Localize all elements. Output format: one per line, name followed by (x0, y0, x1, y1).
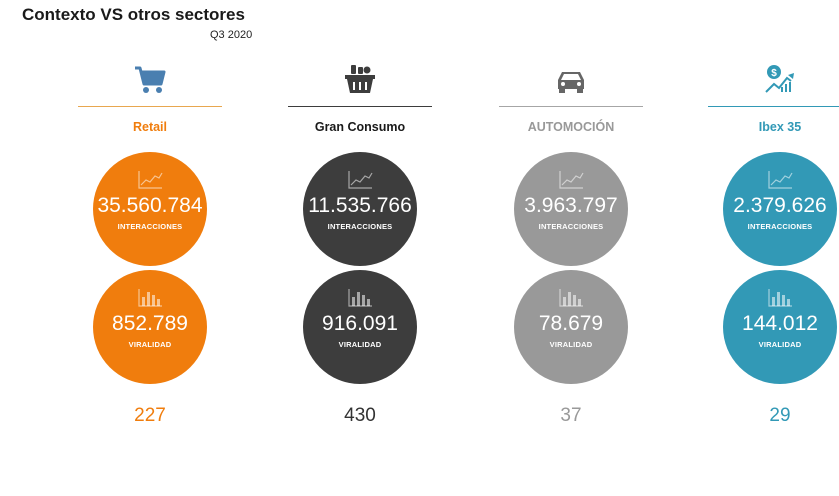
virality-value: 852.789 (112, 312, 188, 335)
period-label: Q3 2020 (210, 29, 253, 41)
bar-chart-icon (347, 288, 373, 308)
page-title: Contexto VS otros sectores (22, 5, 245, 24)
interactions-value: 3.963.797 (524, 194, 618, 217)
sector-count: 227 (134, 405, 166, 426)
sector-count: 430 (344, 405, 376, 426)
bar-chart-icon (767, 288, 793, 308)
line-chart-icon (137, 170, 163, 190)
shopping-cart-icon (132, 62, 168, 98)
virality-label: VIRALIDAD (758, 340, 802, 349)
line-chart-icon (347, 170, 373, 190)
virality-label: VIRALIDAD (549, 340, 593, 349)
virality-value: 144.012 (742, 312, 818, 335)
sector-name: AUTOMOCIÓN (527, 120, 615, 134)
money-growth-icon: $ (762, 62, 798, 98)
bar-chart-icon (137, 288, 163, 308)
sector-divider (499, 106, 643, 107)
interactions-label: INTERACCIONES (747, 222, 813, 231)
virality-circle: 78.679 VIRALIDAD (514, 270, 628, 384)
car-icon (553, 62, 589, 98)
svg-text:$: $ (771, 68, 777, 79)
sector-name: Retail (132, 120, 168, 134)
sector-name: Ibex 35 (758, 120, 802, 134)
interactions-value: 35.560.784 (97, 194, 203, 217)
sector-count: 37 (560, 405, 582, 426)
virality-circle: 916.091 VIRALIDAD (303, 270, 417, 384)
bar-chart-icon (558, 288, 584, 308)
grocery-basket-icon (342, 62, 378, 98)
virality-circle: 852.789 VIRALIDAD (93, 270, 207, 384)
interactions-circle: 35.560.784 INTERACCIONES (93, 152, 207, 266)
virality-value: 78.679 (538, 312, 604, 335)
sector-column-ibex-35: $ Ibex 35 2.379.626 INTERACCIONES 144.01… (700, 0, 839, 496)
interactions-circle: 3.963.797 INTERACCIONES (514, 152, 628, 266)
sector-column-automocion: AUTOMOCIÓN 3.963.797 INTERACCIONES 78.67… (491, 0, 651, 496)
interactions-circle: 11.535.766 INTERACCIONES (303, 152, 417, 266)
interactions-value: 2.379.626 (733, 194, 827, 217)
sector-count: 29 (769, 405, 791, 426)
line-chart-icon (767, 170, 793, 190)
sector-column-gran-consumo: Gran Consumo 11.535.766 INTERACCIONES 91… (280, 0, 440, 496)
sector-name: Gran Consumo (314, 120, 406, 134)
interactions-circle: 2.379.626 INTERACCIONES (723, 152, 837, 266)
sector-divider (288, 106, 432, 107)
interactions-label: INTERACCIONES (538, 222, 604, 231)
interactions-value: 11.535.766 (308, 194, 412, 217)
virality-circle: 144.012 VIRALIDAD (723, 270, 837, 384)
sector-divider (708, 106, 839, 107)
interactions-label: INTERACCIONES (327, 222, 393, 231)
line-chart-icon (558, 170, 584, 190)
interactions-label: INTERACCIONES (117, 222, 183, 231)
virality-value: 916.091 (322, 312, 398, 335)
sector-column-retail: Retail 35.560.784 INTERACCIONES 852.789 … (70, 0, 230, 496)
sector-divider (78, 106, 222, 107)
virality-label: VIRALIDAD (128, 340, 172, 349)
virality-label: VIRALIDAD (338, 340, 382, 349)
